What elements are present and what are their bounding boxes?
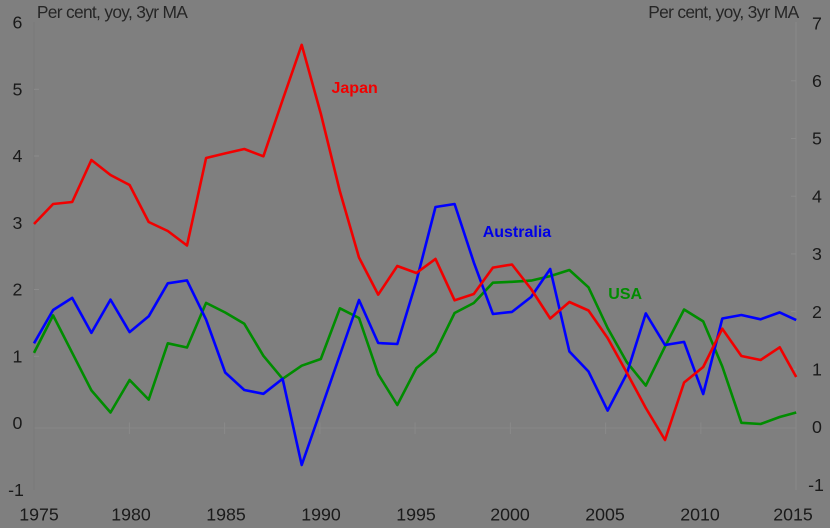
svg-text:7: 7 — [812, 13, 822, 33]
svg-text:Per cent, yoy, 3yr MA: Per cent, yoy, 3yr MA — [648, 2, 799, 22]
svg-text:3: 3 — [13, 213, 23, 233]
svg-text:2010: 2010 — [680, 505, 720, 525]
svg-text:6: 6 — [13, 13, 23, 33]
svg-text:USA: USA — [608, 286, 642, 303]
svg-text:1995: 1995 — [396, 505, 436, 525]
svg-text:2000: 2000 — [490, 505, 530, 525]
svg-text:2015: 2015 — [773, 505, 813, 525]
svg-text:0: 0 — [13, 413, 23, 433]
svg-text:Per cent, yoy, 3yr MA: Per cent, yoy, 3yr MA — [37, 2, 188, 22]
svg-text:1: 1 — [13, 347, 23, 367]
svg-text:5: 5 — [812, 129, 822, 149]
svg-text:0: 0 — [812, 417, 822, 437]
svg-text:1975: 1975 — [19, 505, 59, 525]
svg-text:4: 4 — [13, 146, 23, 166]
svg-text:2005: 2005 — [585, 505, 625, 525]
svg-text:1985: 1985 — [206, 505, 246, 525]
svg-text:Japan: Japan — [332, 80, 378, 97]
svg-text:3: 3 — [812, 244, 822, 264]
svg-text:6: 6 — [812, 71, 822, 91]
svg-text:1: 1 — [812, 360, 822, 380]
svg-text:2: 2 — [13, 280, 23, 300]
svg-text:Australia: Australia — [483, 224, 552, 241]
svg-text:-1: -1 — [808, 475, 824, 495]
svg-text:-1: -1 — [8, 480, 24, 500]
svg-text:5: 5 — [13, 80, 23, 100]
svg-text:2: 2 — [812, 302, 822, 322]
svg-text:1980: 1980 — [111, 505, 151, 525]
svg-text:4: 4 — [812, 186, 822, 206]
svg-text:1990: 1990 — [301, 505, 341, 525]
